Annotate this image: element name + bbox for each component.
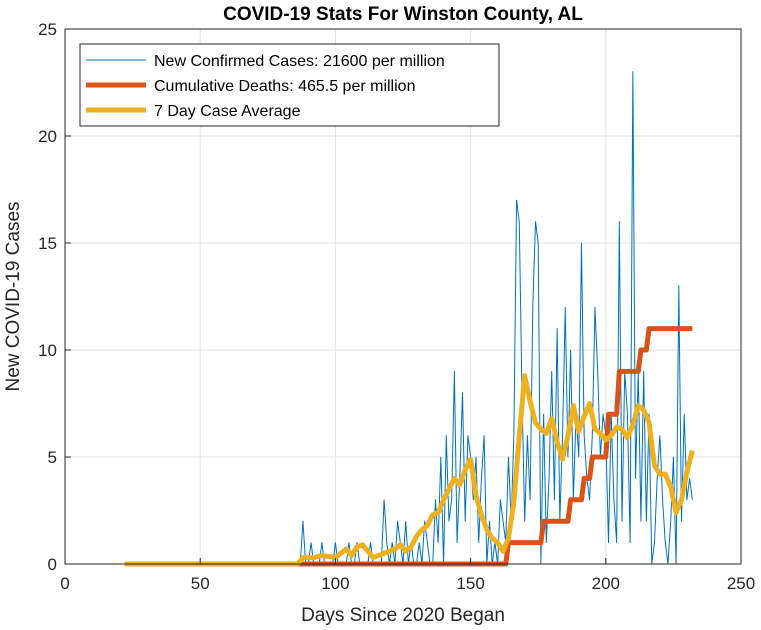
y-tick-label: 25 (38, 20, 57, 39)
y-tick-label: 0 (48, 555, 57, 574)
x-tick-label: 200 (592, 574, 620, 593)
ticks: 0 50 100 150 200 250 0 5 10 15 20 25 (38, 20, 755, 593)
legend: New Confirmed Cases: 21600 per million Cu… (79, 43, 500, 127)
y-tick-label: 15 (38, 234, 57, 253)
plot-box (64, 28, 742, 565)
series-line-2 (124, 373, 695, 567)
legend-box (79, 43, 500, 127)
series-line-1 (124, 326, 693, 567)
x-tick-label: 0 (60, 574, 69, 593)
legend-entry-1: Cumulative Deaths: 465.5 per million (154, 78, 415, 95)
x-tick-label: 100 (321, 574, 349, 593)
y-tick-label: 5 (48, 448, 57, 467)
y-axis-label: New COVID-19 Cases (3, 201, 24, 391)
x-axis-label: Days Since 2020 Began (301, 605, 505, 626)
y-tick-label: 10 (38, 341, 57, 360)
legend-entry-0: New Confirmed Cases: 21600 per million (154, 53, 445, 70)
chart-title: COVID-19 Stats For Winston County, AL (223, 4, 583, 25)
legend-entry-2: 7 Day Case Average (154, 103, 301, 120)
y-tick-label: 20 (38, 127, 57, 146)
x-tick-label: 250 (727, 574, 755, 593)
x-tick-label: 50 (191, 574, 210, 593)
x-tick-label: 150 (456, 574, 484, 593)
